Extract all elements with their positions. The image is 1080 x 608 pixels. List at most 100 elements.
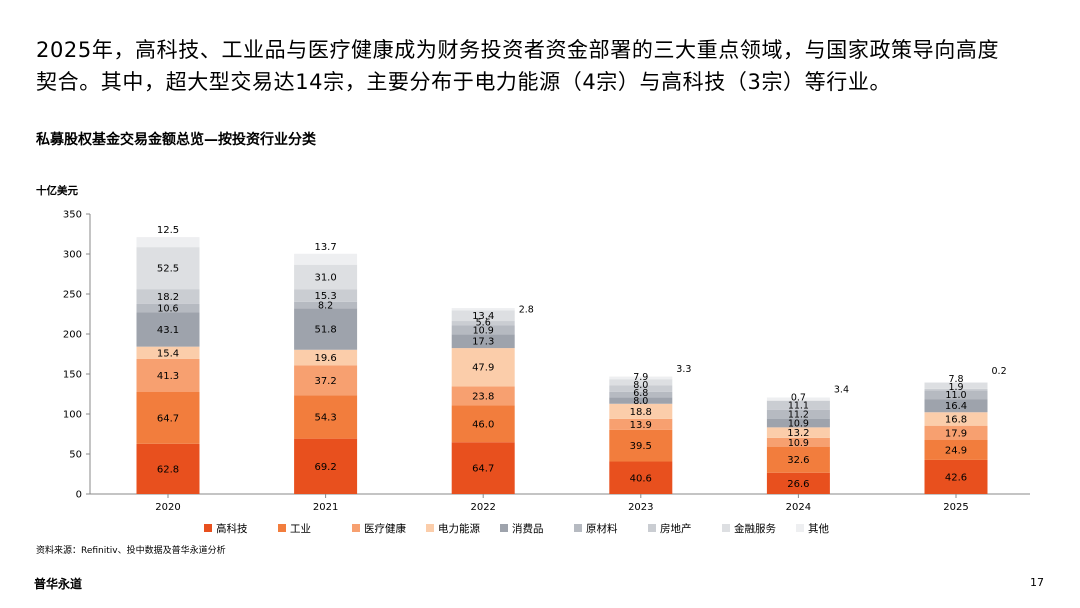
data-label: 17.9 <box>945 428 967 439</box>
bar-segment <box>609 461 673 494</box>
y-tick-label: 200 <box>63 330 82 341</box>
bar-segment <box>294 264 358 290</box>
data-label: 10.9 <box>788 419 809 430</box>
bar-segment <box>294 438 358 494</box>
bar-segment <box>609 376 673 380</box>
data-label: 62.8 <box>157 464 179 475</box>
data-label: 11.1 <box>788 401 809 412</box>
x-tick-label: 2024 <box>786 502 811 513</box>
data-label: 40.6 <box>630 473 652 484</box>
data-label: 1.9 <box>948 382 963 393</box>
bar-segment <box>766 409 830 419</box>
y-tick-label: 250 <box>63 290 82 301</box>
headline: 2025年，高科技、工业品与医疗健康成为财务投资者资金部署的三大重点领域，与国家… <box>36 34 1046 98</box>
data-label: 13.2 <box>787 428 809 439</box>
data-label: 24.9 <box>945 445 967 456</box>
data-label: 64.7 <box>157 413 179 424</box>
legend-label: 工业 <box>290 523 311 535</box>
data-label: 42.6 <box>945 472 967 483</box>
bar-segment <box>451 321 515 326</box>
data-label: 18.2 <box>157 292 179 303</box>
bar-segment <box>924 425 988 440</box>
y-tick-label: 0 <box>76 490 82 501</box>
data-label: 11.0 <box>945 390 966 401</box>
legend-swatch <box>500 524 508 532</box>
legend-label: 金融服务 <box>734 522 776 535</box>
legend-label: 其他 <box>808 522 829 535</box>
data-label: 13.7 <box>314 242 336 253</box>
x-tick-label: 2021 <box>313 502 338 513</box>
data-label: 15.3 <box>314 291 336 302</box>
bar-segment <box>924 388 988 391</box>
data-label: 3.4 <box>834 385 849 396</box>
bar-segment <box>136 237 200 248</box>
bar-segment <box>924 459 988 494</box>
data-label: 19.6 <box>314 353 336 364</box>
y-axis-unit-label: 十亿美元 <box>36 184 78 197</box>
page-number: 17 <box>1030 576 1044 589</box>
bar-segment <box>136 392 200 444</box>
data-label: 13.9 <box>630 420 652 431</box>
bar-segment <box>451 405 515 443</box>
legend-label: 消费品 <box>512 522 544 535</box>
bar-segment <box>294 253 358 265</box>
x-tick-label: 2022 <box>470 502 495 513</box>
bar-segment <box>924 382 988 389</box>
data-label: 18.8 <box>630 407 652 418</box>
legend-label: 原材料 <box>586 522 618 535</box>
data-label: 13.4 <box>472 311 494 322</box>
legend-swatch <box>426 524 434 532</box>
data-label: 0.2 <box>992 366 1007 377</box>
legend-label: 高科技 <box>216 522 248 535</box>
y-tick-label: 50 <box>69 450 82 461</box>
bar-segment <box>136 358 200 392</box>
data-label: 10.6 <box>157 303 178 314</box>
bar-segment <box>766 472 830 494</box>
data-label: 43.1 <box>157 325 179 336</box>
bar-segment <box>136 303 200 313</box>
data-label: 26.6 <box>787 479 809 490</box>
data-label: 11.2 <box>788 410 809 421</box>
bar-segment <box>294 308 358 350</box>
data-label: 32.6 <box>787 455 809 466</box>
data-label: 15.4 <box>157 348 179 359</box>
legend-swatch <box>648 524 656 532</box>
headline-line-1: 2025年，高科技、工业品与医疗健康成为财务投资者资金部署的三大重点领域，与国家… <box>36 38 1000 62</box>
bar-segment <box>294 349 358 366</box>
x-tick-label: 2025 <box>943 502 968 513</box>
bar-segment <box>136 443 200 494</box>
data-label: 37.2 <box>314 376 336 387</box>
x-tick-label: 2023 <box>628 502 653 513</box>
y-tick-label: 100 <box>63 410 82 421</box>
legend-swatch <box>352 524 360 532</box>
bar-segment <box>766 427 830 438</box>
bar-segment <box>136 289 200 304</box>
data-label: 47.9 <box>472 363 494 374</box>
data-label: 8.0 <box>633 396 648 407</box>
bar-segment <box>609 429 673 462</box>
data-label: 0.7 <box>791 393 806 404</box>
data-label: 52.5 <box>157 264 179 275</box>
legend-swatch <box>722 524 730 532</box>
data-label: 5.6 <box>476 317 491 328</box>
bar-segment <box>609 418 673 430</box>
bar-segment <box>451 308 515 311</box>
data-label: 7.9 <box>633 372 648 383</box>
bar-segment <box>766 437 830 447</box>
bar-segment <box>294 365 358 396</box>
bar-segment <box>294 289 358 302</box>
data-label: 6.8 <box>633 388 648 399</box>
bar-segment <box>451 386 515 406</box>
bar-segment <box>136 312 200 347</box>
data-label: 12.5 <box>157 225 179 236</box>
bar-segment <box>451 334 515 349</box>
y-tick-label: 150 <box>63 370 82 381</box>
y-tick-label: 300 <box>63 250 82 261</box>
data-label: 54.3 <box>314 412 336 423</box>
bar-segment <box>609 403 673 419</box>
data-label: 10.9 <box>473 325 494 336</box>
bar-segment <box>136 346 200 359</box>
bar-segment <box>136 247 200 290</box>
chart-title: 私募股权基金交易金额总览—按投资行业分类 <box>36 132 316 148</box>
